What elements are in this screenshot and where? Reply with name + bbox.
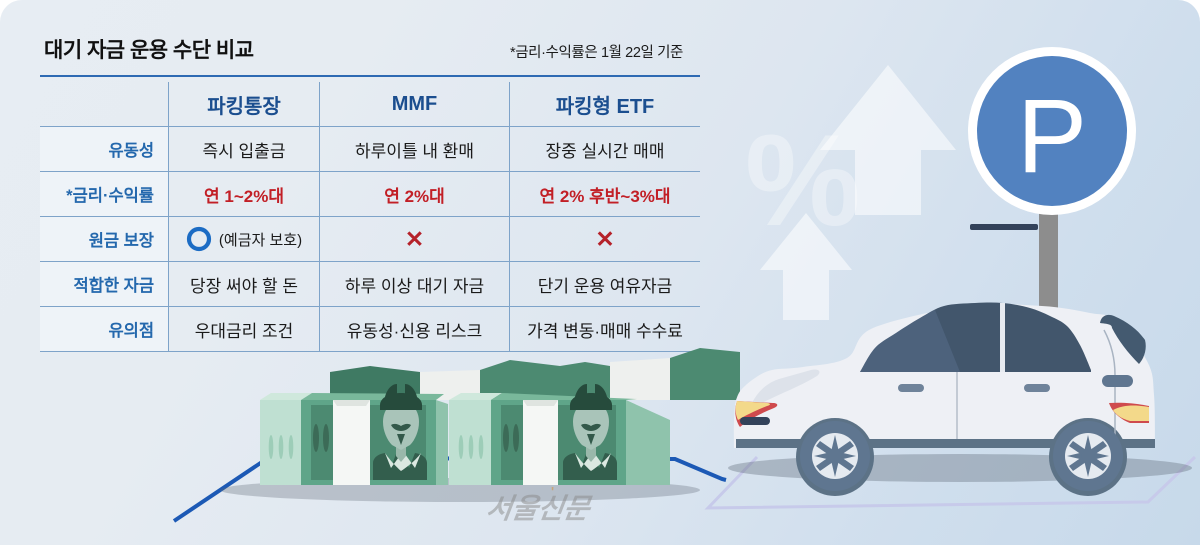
- svg-text:P: P: [1017, 78, 1087, 195]
- svg-text:서울신문: 서울신문: [484, 493, 593, 524]
